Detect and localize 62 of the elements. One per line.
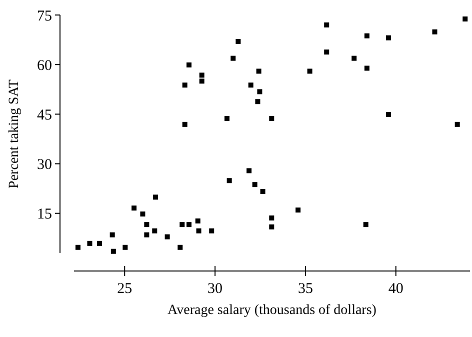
- point: [87, 240, 92, 246]
- y-tick-label: 15: [37, 206, 52, 223]
- point: [269, 224, 274, 230]
- y-tick-label: 60: [37, 58, 52, 74]
- point: [432, 29, 438, 34]
- x-tick-label: 25: [117, 281, 132, 297]
- point: [307, 68, 312, 74]
- y-tick-label: 45: [37, 107, 52, 124]
- point: [364, 66, 370, 71]
- point: [324, 22, 330, 28]
- point: [186, 62, 192, 68]
- y-tick-label: 30: [37, 157, 52, 173]
- point: [180, 222, 185, 228]
- point: [224, 116, 230, 121]
- y-tick-label: 75: [37, 8, 52, 24]
- point: [195, 218, 200, 224]
- point: [152, 228, 158, 234]
- point: [110, 248, 116, 254]
- point: [386, 112, 391, 117]
- point: [296, 208, 301, 213]
- point: [209, 228, 214, 234]
- point: [226, 178, 232, 184]
- point: [110, 232, 115, 238]
- x-axis-title: Average salary (thousands of dollars): [168, 303, 377, 318]
- point: [246, 168, 252, 174]
- x-tick-label: 35: [298, 281, 313, 297]
- point: [96, 240, 102, 246]
- point: [144, 222, 150, 228]
- point: [178, 244, 183, 250]
- point: [386, 35, 391, 40]
- point: [140, 211, 146, 216]
- point: [230, 56, 236, 61]
- point: [196, 228, 202, 234]
- point: [122, 244, 128, 250]
- point: [236, 38, 241, 44]
- point: [248, 82, 254, 88]
- y-axis-title: Percent taking SAT: [7, 79, 22, 188]
- point: [363, 222, 368, 228]
- point: [252, 182, 258, 188]
- point: [324, 50, 330, 55]
- point: [256, 68, 262, 74]
- point: [132, 206, 137, 211]
- point: [75, 244, 80, 250]
- x-tick-label: 40: [388, 281, 404, 297]
- point: [269, 116, 274, 121]
- point: [364, 33, 370, 38]
- x-tick-label: 30: [208, 281, 223, 297]
- point: [199, 72, 204, 78]
- point: [182, 82, 188, 88]
- point: [352, 56, 357, 61]
- point: [462, 16, 468, 22]
- point: [257, 89, 262, 94]
- point: [153, 194, 158, 200]
- point: [182, 122, 188, 127]
- point: [144, 232, 150, 238]
- point: [260, 189, 266, 194]
- point: [186, 222, 192, 228]
- point: [164, 234, 170, 240]
- point: [199, 78, 204, 84]
- point: [269, 215, 274, 220]
- point: [255, 99, 260, 104]
- point: [454, 122, 460, 127]
